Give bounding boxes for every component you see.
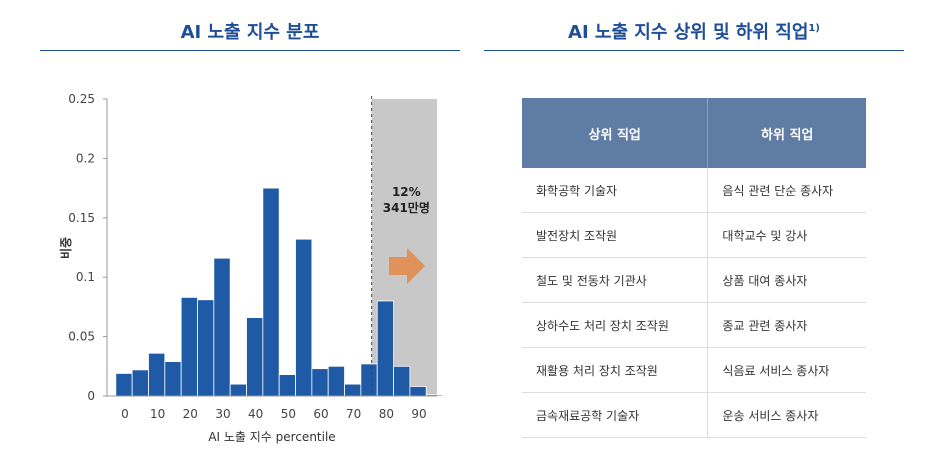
header-bottom-occupations: 하위 직업: [707, 98, 866, 168]
y-tick-label: 0: [87, 389, 95, 403]
y-axis-label: 비중: [58, 237, 73, 259]
table-title-footnote: 1): [808, 23, 820, 34]
x-tick-label: 10: [150, 407, 165, 421]
distribution-chart: 0 0.05 0.1 0.15 0.2 0.25 0 10 20 30 40 50 60 70 80 90 AI…: [58, 92, 443, 444]
bottom-occupation-cell: 운송 서비스 종사자: [707, 392, 866, 438]
x-tick-label: 40: [248, 407, 263, 421]
y-tick-label: 0.25: [68, 92, 95, 106]
title-underline-right: [484, 50, 904, 51]
x-tick-label: 90: [411, 407, 426, 421]
table-title-text: AI 노출 지수 상위 및 하위 직업: [568, 22, 809, 43]
top-share-annotation: 341만명: [383, 200, 430, 215]
histogram-bar: [360, 363, 378, 397]
y-tick-label: 0.1: [76, 270, 95, 284]
histogram-bar: [115, 373, 133, 397]
histogram-bar: [295, 238, 313, 397]
histogram-bar: [262, 187, 280, 397]
x-tick-label: 80: [379, 407, 394, 421]
table-row: 상하수도 처리 장치 조작원 종교 관련 종사자: [522, 302, 866, 348]
top-occupation-cell: 철도 및 전동차 기관사: [522, 257, 709, 303]
chart-title: AI 노출 지수 분포: [180, 22, 320, 43]
histogram-bar: [148, 352, 166, 397]
title-underline-left: [40, 50, 460, 51]
right-arrow-icon: [389, 248, 425, 284]
x-tick-label: 20: [183, 407, 198, 421]
bottom-occupation-cell: 종교 관련 종사자: [707, 302, 866, 348]
bottom-occupation-cell: 음식 관련 단순 종사자: [707, 168, 866, 213]
table-row: 금속재료공학 기술자 운송 서비스 종사자: [522, 392, 866, 438]
top-occupation-cell: 재활용 처리 장치 조작원: [522, 347, 709, 393]
table-row: 화학공학 기술자 음식 관련 단순 종사자: [522, 168, 866, 213]
occupation-table: 상위 직업 하위 직업 화학공학 기술자 음식 관련 단순 종사자 발전장치 조작원…: [522, 98, 866, 438]
histogram-bar: [278, 374, 296, 397]
x-tick-label: 30: [215, 407, 230, 421]
x-tick-label: 50: [281, 407, 296, 421]
table-row: 발전장치 조작원 대학교수 및 강사: [522, 212, 866, 258]
top-occupation-cell: 상하수도 처리 장치 조작원: [522, 302, 709, 348]
table-row: 재활용 처리 장치 조작원 식음료 서비스 종사자: [522, 347, 866, 393]
histogram-bar: [164, 361, 182, 397]
x-tick-label: 70: [346, 407, 361, 421]
x-tick-label: 0: [121, 407, 129, 421]
histogram-bar: [311, 368, 329, 397]
histogram-bar: [344, 383, 362, 397]
histogram-bar: [409, 386, 427, 397]
y-tick-label: 0.15: [68, 211, 95, 225]
top-share-annotation: 12%: [392, 185, 421, 199]
bottom-occupation-cell: 식음료 서비스 종사자: [707, 347, 866, 393]
y-tick-label: 0.2: [76, 151, 95, 165]
bottom-occupation-cell: 상품 대여 종사자: [707, 257, 866, 303]
occupation-table-wrap: 상위 직업 하위 직업 화학공학 기술자 음식 관련 단순 종사자 발전장치 조작원…: [522, 98, 866, 438]
table-title: AI 노출 지수 상위 및 하위 직업1): [484, 18, 904, 44]
top-occupation-cell: 화학공학 기술자: [522, 168, 709, 213]
y-tick-label: 0.05: [68, 330, 95, 344]
top-occupation-cell: 금속재료공학 기술자: [522, 392, 709, 438]
histogram-bar: [131, 369, 149, 397]
histogram-bar: [213, 257, 231, 397]
histogram-bar: [180, 296, 198, 397]
histogram-bar: [376, 300, 394, 397]
histogram-bar: [197, 299, 215, 397]
x-tick-label: 60: [313, 407, 328, 421]
x-axis-label: AI 노출 지수 percentile: [208, 430, 335, 444]
histogram-bar: [393, 365, 411, 397]
histogram-bar: [229, 383, 247, 397]
histogram-bar: [246, 317, 264, 397]
bottom-occupation-cell: 대학교수 및 강사: [707, 212, 866, 258]
header-top-occupations: 상위 직업: [522, 98, 709, 168]
histogram-bar: [327, 365, 345, 397]
table-row: 철도 및 전동차 기관사 상품 대여 종사자: [522, 257, 866, 303]
top-occupation-cell: 발전장치 조작원: [522, 212, 709, 258]
table-header-row: 상위 직업 하위 직업: [522, 98, 866, 168]
